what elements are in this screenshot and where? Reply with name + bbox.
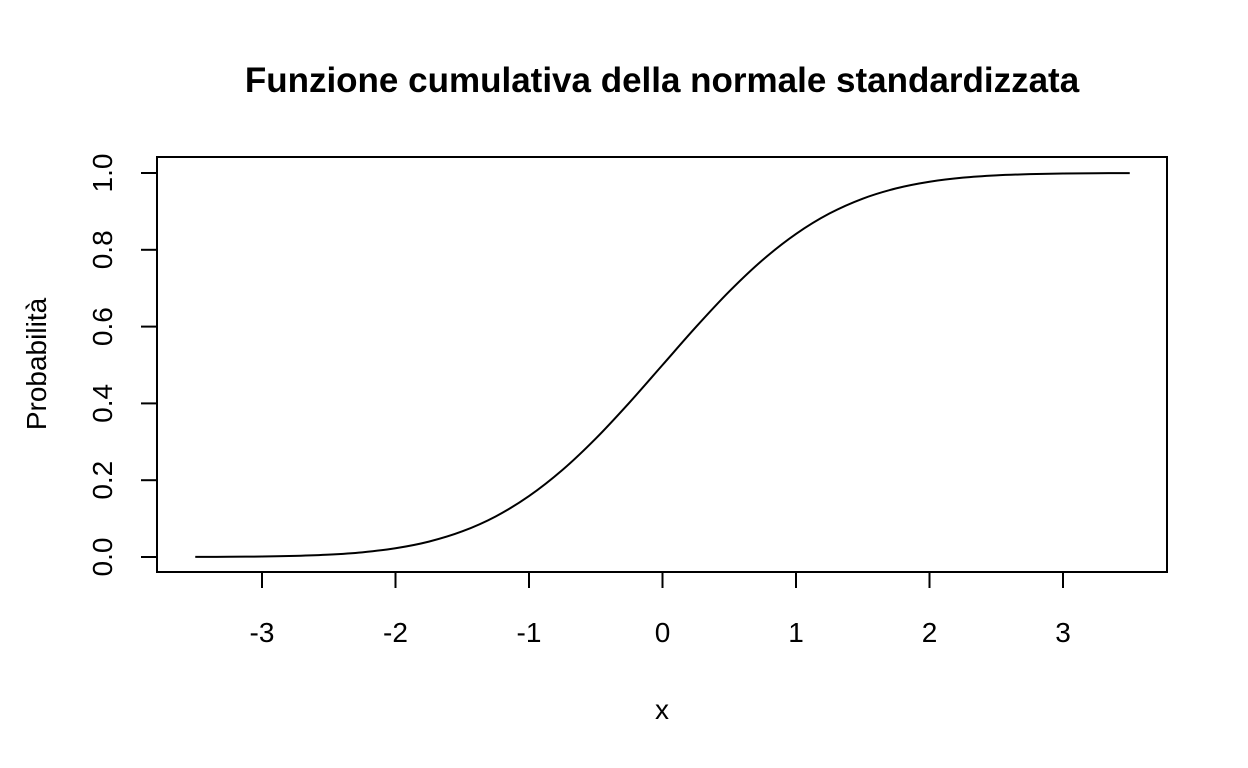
x-tick-label: 3 (1055, 617, 1071, 648)
x-tick-label: 0 (655, 617, 671, 648)
y-tick-label: 0.4 (87, 384, 118, 423)
y-tick-label: 1.0 (87, 154, 118, 193)
x-tick-label: -1 (517, 617, 542, 648)
y-tick-label: 0.6 (87, 307, 118, 346)
x-axis: -3 -2 -1 0 1 2 3 (250, 571, 1071, 648)
y-tick-label: 0.2 (87, 461, 118, 500)
x-tick-label: -3 (250, 617, 275, 648)
series-line (195, 172, 1130, 558)
x-tick-label: 2 (922, 617, 938, 648)
y-tick-label: 0.8 (87, 230, 118, 269)
y-axis-label: Probabilità (21, 297, 52, 430)
x-tick-label: -2 (383, 617, 408, 648)
chart-title: Funzione cumulativa della normale standa… (245, 61, 1080, 100)
y-tick-label: 0.0 (87, 538, 118, 577)
x-tick-label: 1 (788, 617, 804, 648)
x-axis-label: x (655, 694, 669, 725)
y-axis: 0.0 0.2 0.4 0.6 0.8 1.0 (87, 154, 158, 577)
